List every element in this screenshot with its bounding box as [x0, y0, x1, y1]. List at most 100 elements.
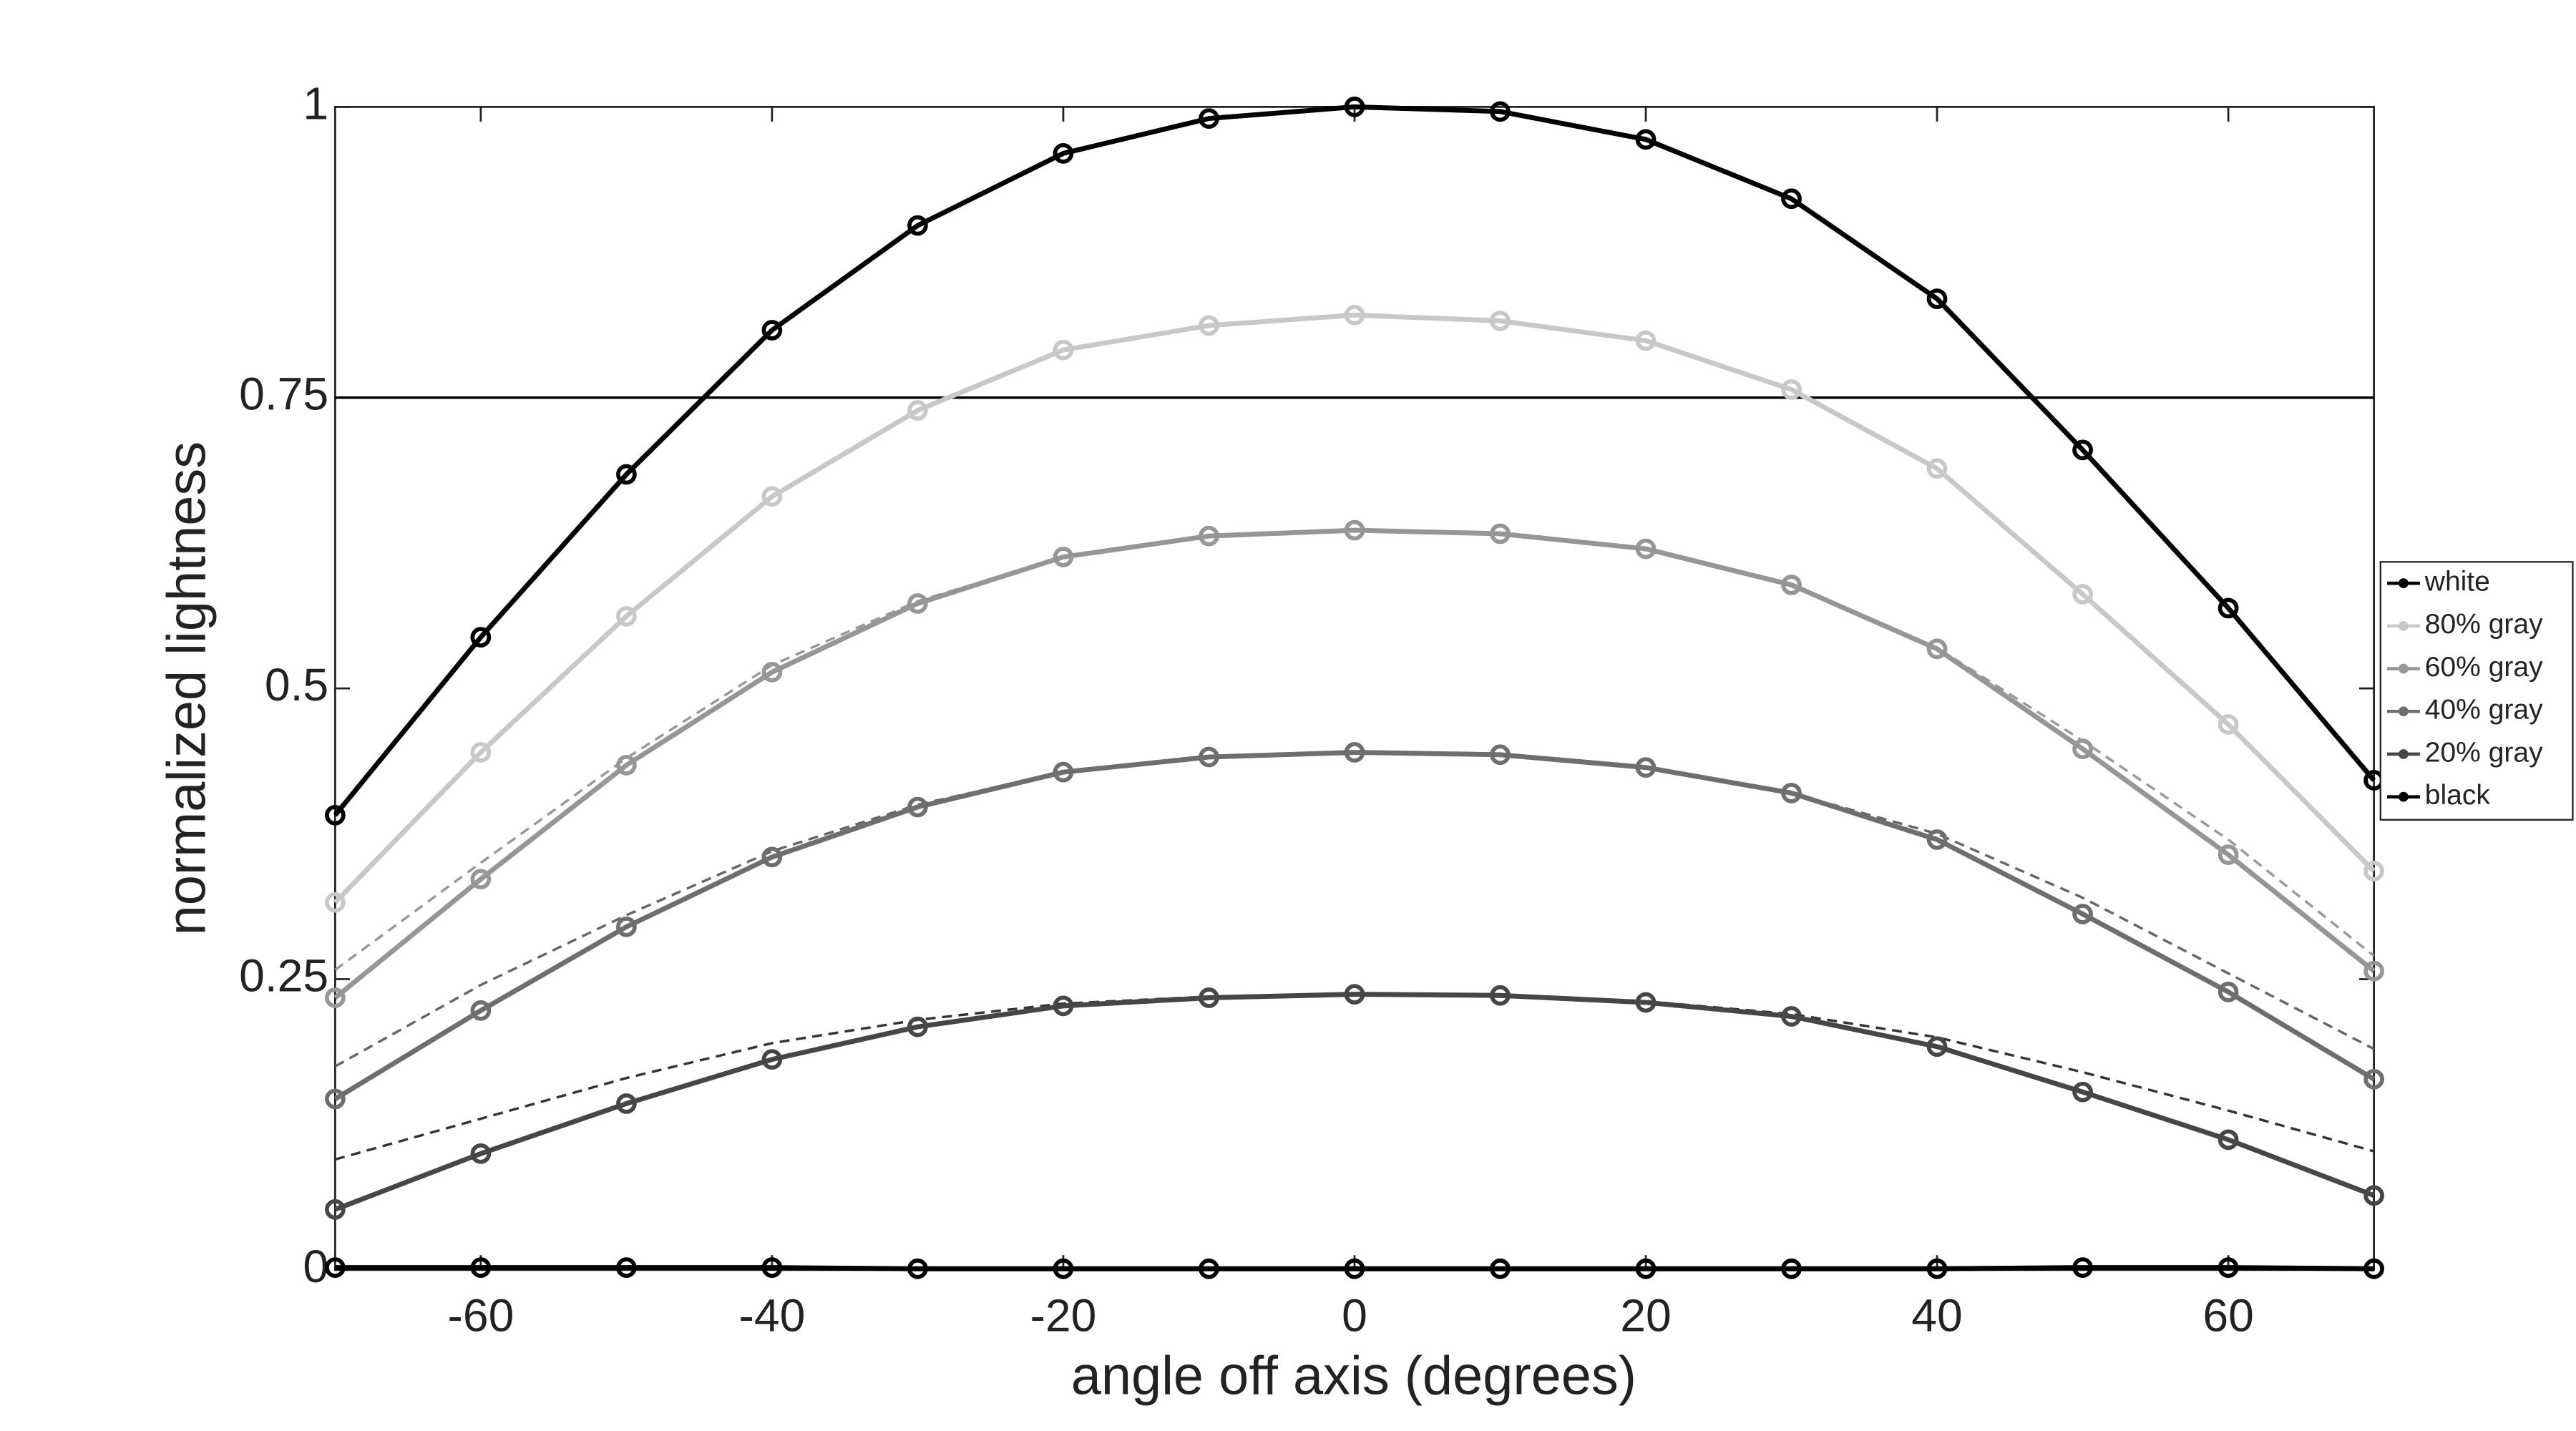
data-point: [761, 486, 783, 507]
data-point: [907, 1016, 928, 1037]
data-point: [470, 1257, 492, 1278]
data-point: [2218, 1129, 2239, 1151]
data-point: [1490, 311, 1511, 331]
data-point: [325, 804, 346, 826]
data-point: [1053, 339, 1074, 361]
data-point: [1199, 987, 1219, 1008]
legend-marker: [2399, 706, 2409, 717]
data-point: [1635, 1258, 1657, 1279]
data-point: [1635, 538, 1657, 560]
data-point: [2218, 982, 2239, 1002]
data-point: [1053, 761, 1074, 783]
data-point: [1344, 742, 1365, 763]
data-point: [1781, 783, 1802, 804]
x-tick-label: -60: [447, 1290, 514, 1342]
data-point: [1781, 1006, 1802, 1027]
legend-marker: [2399, 791, 2409, 802]
data-point: [1926, 458, 1948, 479]
data-point: [907, 593, 928, 614]
series-line: [333, 527, 2376, 1000]
data-point: [2363, 860, 2384, 881]
data-point: [1926, 1258, 1948, 1279]
data-point: [1926, 288, 1948, 309]
data-point: [325, 1088, 346, 1110]
series-line: [333, 104, 2376, 817]
data-point: [1490, 523, 1511, 544]
data-point: [1199, 108, 1219, 129]
legend-label: black: [2425, 780, 2491, 811]
data-point: [1781, 379, 1802, 400]
data-point: [2218, 844, 2239, 865]
data-point: [1781, 575, 1802, 595]
x-axis-label: angle off axis (degrees): [1071, 1346, 1636, 1407]
y-tick-label: 0: [303, 1241, 328, 1292]
data-point: [1781, 1258, 1802, 1279]
data-point: [1781, 188, 1802, 210]
data-point: [907, 215, 928, 236]
data-point: [761, 320, 783, 341]
data-point: [1199, 746, 1219, 768]
data-point: [2072, 1081, 2093, 1103]
legend-marker: [2399, 749, 2409, 759]
data-point: [2363, 1258, 2384, 1279]
data-point: [2363, 960, 2384, 982]
series-line: [334, 992, 2375, 1212]
legend-label: 20% gray: [2425, 737, 2543, 768]
data-point: [1635, 330, 1657, 351]
data-point: [2072, 584, 2093, 605]
data-point: [761, 1257, 783, 1278]
data-point: [616, 755, 637, 776]
data-point: [2363, 1068, 2384, 1090]
data-point: [325, 1257, 346, 1278]
data-point: [616, 916, 637, 937]
data-point: [1053, 547, 1074, 567]
data-point: [325, 1198, 346, 1220]
data-point: [1490, 744, 1511, 766]
data-point: [907, 400, 928, 421]
legend-label: 60% gray: [2425, 652, 2543, 683]
legend-marker: [2399, 578, 2409, 589]
data-point: [2072, 439, 2093, 461]
reference-curve: [334, 751, 2375, 1068]
data-point: [470, 869, 492, 890]
data-point: [616, 464, 637, 485]
data-point: [2363, 1185, 2384, 1206]
data-point: [1635, 757, 1657, 778]
data-point: [1053, 143, 1074, 164]
data-point: [1344, 1258, 1365, 1279]
x-tick-label: 20: [1620, 1290, 1671, 1342]
data-point: [1635, 992, 1657, 1013]
y-tick-label: 0.75: [239, 368, 328, 420]
series-line: [333, 312, 2376, 904]
x-tick-label: -20: [1030, 1290, 1097, 1342]
data-point: [1490, 1258, 1511, 1279]
data-point: [470, 1143, 492, 1164]
data-point: [1490, 985, 1511, 1006]
data-point: [761, 1049, 783, 1070]
series-line: [335, 1265, 2374, 1271]
data-point: [616, 1257, 637, 1278]
data-point: [1344, 97, 1365, 117]
data-point: [470, 1000, 492, 1021]
y-tick-label: 1: [303, 77, 328, 129]
data-point: [616, 605, 637, 627]
legend-label: 40% gray: [2425, 695, 2543, 726]
legend-marker: [2399, 620, 2409, 631]
data-point: [1635, 129, 1657, 150]
data-point: [1490, 101, 1511, 122]
data-point: [761, 846, 783, 868]
y-axis-label: normalized lightness: [156, 441, 217, 936]
data-point: [1926, 638, 1948, 660]
data-point: [1344, 984, 1365, 1005]
data-point: [907, 796, 928, 818]
data-point: [1199, 315, 1219, 336]
y-tick-label: 0.25: [239, 949, 328, 1001]
data-point: [470, 742, 492, 763]
legend-label: 80% gray: [2425, 609, 2543, 640]
data-point: [1053, 1258, 1074, 1279]
data-point: [2072, 1257, 2093, 1278]
x-tick-label: 0: [1342, 1290, 1367, 1342]
legend-marker: [2399, 663, 2409, 674]
